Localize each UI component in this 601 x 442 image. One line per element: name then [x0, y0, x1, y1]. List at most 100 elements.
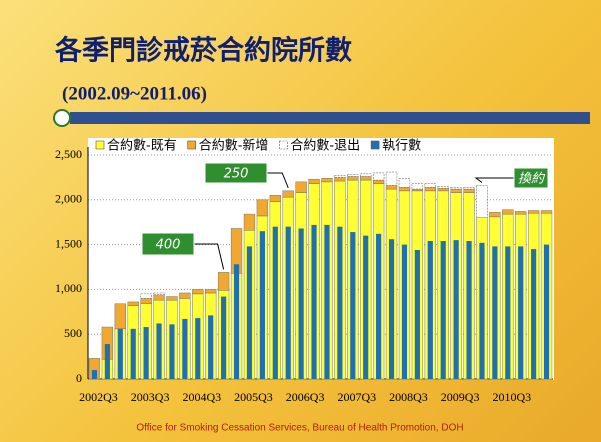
stack-segment: [502, 209, 514, 215]
x-tick-label: 2004Q3: [182, 390, 221, 404]
x-tick-label: 2002Q3: [79, 390, 118, 404]
legend-label: 合約數-新增: [199, 138, 269, 154]
stack-segment: [450, 188, 462, 193]
exec-bar: [492, 246, 498, 379]
stack-segment: [347, 174, 359, 177]
exec-bar: [324, 224, 330, 379]
exec-bar: [453, 240, 459, 379]
logo: [53, 109, 71, 127]
legend-label: 合約數-退出: [290, 139, 360, 154]
exec-bar: [350, 232, 356, 379]
x-tick-label: 2007Q3: [337, 390, 376, 404]
stack-segment: [114, 303, 126, 330]
exec-bar: [440, 241, 446, 379]
stack-segment: [489, 212, 501, 218]
stack-segment: [450, 187, 462, 190]
callout-box: [141, 232, 195, 256]
exec-bar: [401, 244, 408, 379]
exec-bar: [156, 323, 162, 379]
stack-segment: [527, 210, 540, 214]
y-tick-label: 2,000: [55, 192, 82, 206]
y-tick-label: 2,500: [55, 147, 82, 161]
stack-segment: [153, 294, 165, 301]
stack-segment: [127, 301, 139, 306]
stack-segment: [347, 176, 359, 181]
x-tick-label: 2003Q3: [131, 390, 170, 404]
exec-bar: [259, 231, 265, 379]
x-tick-label: 2010Q3: [492, 390, 531, 404]
y-tick-label: 0: [76, 371, 82, 385]
stack-segment: [398, 178, 411, 188]
exec-bar: [427, 241, 433, 379]
exec-bar: [531, 249, 537, 379]
chart-subtitle: (2002.09~2011.06): [62, 83, 207, 104]
stack-segment: [476, 185, 488, 218]
stack-segment: [308, 178, 320, 184]
stack-segment: [140, 298, 152, 304]
callout-text: 250: [224, 167, 249, 182]
exec-bar: [182, 318, 188, 379]
stack-segment: [360, 176, 372, 181]
exec-bar: [311, 224, 317, 379]
stack-segment: [269, 195, 281, 202]
exec-bar: [208, 315, 214, 379]
chart-title: 各季門診戒菸合約院所數: [54, 35, 352, 67]
legend-label: 執行數: [382, 138, 421, 154]
stack-segment: [360, 173, 372, 177]
stack-segment: [385, 171, 398, 186]
stack-segment: [282, 190, 294, 198]
stack-segment: [243, 213, 256, 231]
callout-line: [194, 243, 225, 270]
exec-bar: [388, 239, 395, 379]
stack-segment: [385, 185, 398, 190]
exec-bar: [376, 233, 382, 379]
stack-segment: [437, 187, 449, 192]
stack-segment: [334, 175, 346, 178]
legend-swatch: [187, 140, 197, 150]
stack-segment: [398, 187, 411, 192]
title-bar: [70, 112, 590, 124]
stack-segment: [424, 187, 436, 192]
y-tick-label: 1,000: [55, 281, 82, 295]
footer: Office for Smoking Cessation Services, B…: [136, 423, 463, 434]
exec-bar: [285, 226, 291, 379]
exec-bar: [233, 264, 240, 379]
legend-label: 合約數-既有: [107, 139, 177, 154]
x-tick-label: 2005Q3: [234, 390, 273, 404]
stack-segment: [540, 210, 553, 214]
legend-swatch: [95, 140, 105, 150]
legend-swatch: [279, 140, 288, 150]
exec-bar: [414, 249, 420, 379]
exec-bar: [479, 242, 485, 379]
stack-segment: [463, 188, 475, 193]
stack-segment: [334, 177, 346, 182]
stack-segment: [166, 296, 178, 301]
stack-segment: [153, 292, 165, 296]
stack-segment: [411, 188, 424, 192]
exec-bar: [298, 228, 304, 379]
callout-text: 400: [156, 238, 181, 253]
stack-segment: [437, 186, 449, 189]
exec-bar: [337, 226, 343, 379]
stack-segment: [179, 292, 191, 299]
exec-bar: [91, 370, 98, 379]
stack-segment: [205, 289, 217, 294]
stack-segment: [256, 199, 269, 217]
callout-text: 換約: [518, 172, 546, 187]
exec-bar: [104, 344, 110, 379]
stack-segment: [321, 178, 333, 183]
exec-bar: [518, 246, 524, 379]
stack-segment: [192, 289, 204, 295]
callout-line: [267, 172, 289, 189]
exec-bar: [466, 241, 472, 379]
callout-box: [204, 162, 268, 184]
exec-bar: [505, 246, 511, 379]
y-tick-label: 500: [64, 326, 82, 340]
stack-segment: [424, 183, 436, 188]
x-tick-label: 2009Q3: [441, 390, 480, 404]
exec-bar: [117, 328, 123, 379]
exec-bar: [195, 318, 201, 379]
stack-segment: [372, 172, 385, 181]
